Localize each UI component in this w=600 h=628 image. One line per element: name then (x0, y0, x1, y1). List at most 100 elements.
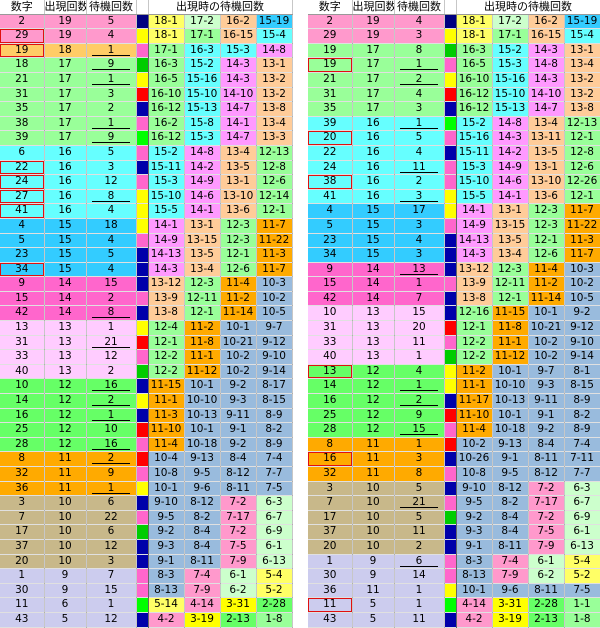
cell-number: 24 (0, 174, 45, 190)
cell-history: 13-2 (564, 72, 600, 88)
cell-history: 14-10 (528, 87, 565, 103)
cell-history: 14-2 (184, 160, 221, 176)
cell-history: 12-3 (184, 276, 221, 292)
cell-history: 14-7 (220, 130, 257, 146)
table-row: 15 14 2 13-9 12-11 11-2 10-2 (0, 291, 293, 307)
cell-wait: 4 (394, 87, 445, 103)
cell-history: 9-2 (564, 305, 600, 322)
cell-history: 13-4 (492, 247, 529, 263)
table-row: 23 15 4 14-13 13-5 12-1 11-3 (308, 233, 600, 249)
cell-wait: 8 (86, 189, 137, 205)
color-swatch (136, 14, 149, 30)
cell-wait: 4 (86, 262, 137, 278)
cell-history: 12-2 (456, 349, 493, 365)
cell-number: 4 (0, 218, 45, 234)
cell-number: 17 (0, 524, 45, 540)
color-swatch (136, 174, 149, 190)
cell-count: 5 (44, 612, 87, 628)
table-row: 39 17 9 16-12 15-3 14-7 13-3 (0, 130, 293, 146)
table-row: 24 16 11 15-3 14-9 13-1 12-6 (308, 160, 600, 176)
color-swatch (136, 291, 149, 307)
color-swatch (136, 364, 149, 380)
color-swatch (444, 364, 457, 380)
cell-wait: 1 (86, 72, 137, 88)
cell-wait: 2 (86, 451, 137, 467)
cell-number: 7 (0, 510, 45, 526)
cell-history: 13-4 (220, 145, 257, 161)
cell-wait: 6 (86, 524, 137, 540)
cell-history: 9-7 (256, 320, 293, 336)
cell-history: 9-10 (148, 495, 185, 511)
cell-number: 7 (308, 495, 353, 511)
cell-history: 7-17 (528, 495, 565, 511)
cell-history: 10-13 (492, 393, 529, 409)
cell-history: 15-3 (148, 174, 185, 190)
cell-history: 12-16 (456, 305, 493, 322)
color-swatch (444, 510, 457, 526)
cell-wait: 1 (394, 276, 445, 292)
color-swatch (136, 262, 149, 278)
table-row: 11 6 1 5-14 4-14 3-31 2-28 (0, 597, 293, 613)
cell-history: 9-5 (492, 466, 529, 482)
cell-history: 13-8 (256, 101, 293, 117)
cell-history: 14-8 (492, 116, 529, 132)
table-row: 39 16 1 15-2 14-8 13-4 12-13 (308, 116, 600, 132)
cell-history: 6-1 (256, 539, 293, 555)
cell-history: 14-8 (184, 145, 221, 161)
cell-history: 4-14 (184, 597, 221, 613)
table-row: 20 16 5 15-16 14-3 13-11 12-1 (308, 130, 600, 146)
cell-count: 10 (44, 539, 87, 555)
cell-history: 16-2 (220, 14, 257, 30)
cell-history: 6-9 (256, 524, 293, 540)
table-row: 40 13 1 12-2 11-12 10-2 9-14 (308, 349, 600, 365)
table-row: 35 17 3 16-12 15-13 14-7 13-8 (308, 101, 600, 117)
color-swatch (136, 247, 149, 263)
cell-count: 14 (352, 262, 395, 278)
cell-wait: 5 (86, 14, 137, 30)
cell-wait: 1 (394, 597, 445, 613)
color-swatch (136, 276, 149, 292)
header-history: 出現時の待機回数 (456, 0, 600, 15)
cell-history: 10-5 (256, 305, 293, 322)
cell-wait: 13 (394, 262, 445, 278)
cell-count: 15 (44, 218, 87, 234)
cell-count: 11 (352, 451, 395, 467)
table-row: 21 17 1 16-5 15-16 14-3 13-2 (0, 72, 293, 88)
cell-history: 13-4 (256, 116, 293, 132)
cell-history: 12-11 (184, 291, 221, 307)
cell-history: 7-9 (184, 583, 221, 599)
color-swatch (444, 583, 457, 599)
cell-history: 15-19 (256, 14, 293, 30)
cell-count: 13 (44, 320, 87, 336)
cell-number: 39 (0, 130, 45, 146)
cell-history: 8-13 (456, 568, 493, 584)
color-swatch (444, 393, 457, 409)
cell-wait: 6 (394, 554, 445, 570)
cell-history: 11-7 (564, 247, 600, 263)
cell-history: 12-3 (220, 233, 257, 249)
table-row: 25 12 10 11-10 10-1 9-1 8-2 (0, 422, 293, 438)
cell-number: 30 (308, 568, 353, 584)
cell-wait: 4 (394, 14, 445, 30)
cell-history: 12-8 (564, 145, 600, 161)
cell-history: 12-1 (456, 320, 493, 336)
table-row: 5 15 3 14-9 13-15 12-3 11-22 (308, 218, 600, 234)
cell-wait: 2 (394, 174, 445, 190)
cell-history: 13-10 (220, 189, 257, 205)
cell-history: 14-8 (528, 57, 565, 73)
color-swatch (444, 466, 457, 482)
cell-history: 13-9 (456, 276, 493, 292)
cell-count: 10 (44, 510, 87, 526)
cell-count: 9 (44, 568, 87, 584)
cell-history: 6-13 (256, 554, 293, 570)
cell-history: 12-8 (256, 160, 293, 176)
table-row: 31 17 4 16-12 15-10 14-10 13-2 (308, 87, 600, 103)
cell-wait: 2 (394, 539, 445, 555)
cell-history: 16-3 (148, 57, 185, 73)
cell-count: 10 (44, 524, 87, 540)
color-swatch (444, 481, 457, 497)
table-row: 3 10 6 9-10 8-12 7-2 6-3 (0, 495, 293, 511)
cell-number: 38 (308, 174, 353, 190)
cell-number: 41 (308, 189, 353, 205)
cell-number: 14 (308, 378, 353, 395)
